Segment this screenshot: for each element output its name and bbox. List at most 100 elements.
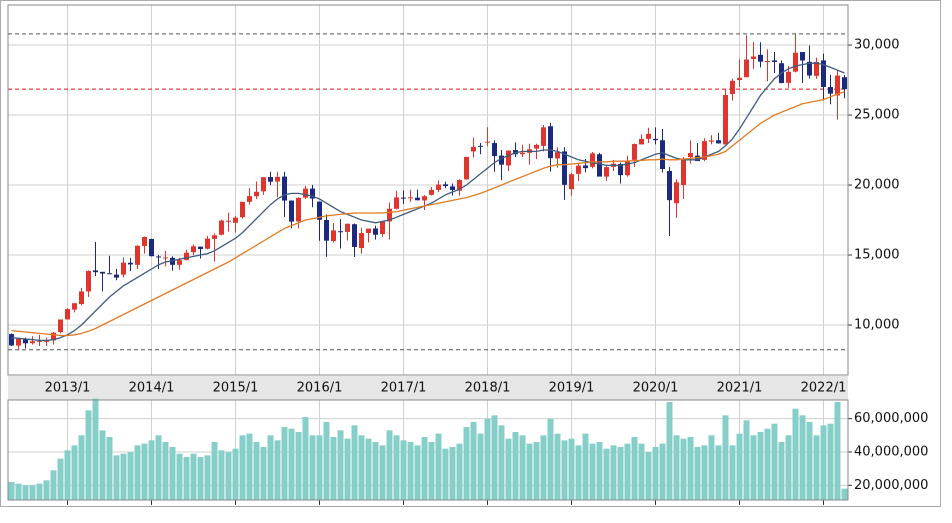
candle-body bbox=[520, 152, 525, 155]
volume-bar bbox=[652, 447, 659, 500]
candle-body bbox=[632, 144, 637, 160]
candle-body bbox=[436, 184, 441, 190]
plot-frame bbox=[7, 4, 849, 376]
candle-body bbox=[184, 252, 189, 260]
candle-body bbox=[604, 167, 609, 177]
volume-bar bbox=[204, 455, 211, 500]
volume-bar bbox=[750, 435, 757, 500]
volume-bar bbox=[71, 445, 78, 500]
candle-body bbox=[135, 245, 140, 265]
candle-body bbox=[58, 319, 63, 333]
candle-body bbox=[310, 188, 315, 199]
volume-bar bbox=[141, 443, 148, 500]
volume-bar bbox=[358, 435, 365, 500]
volume-bar bbox=[533, 442, 540, 500]
volume-bar bbox=[330, 437, 337, 500]
candle-body bbox=[212, 235, 217, 239]
candle-body bbox=[765, 60, 770, 62]
volume-bar bbox=[638, 443, 645, 500]
candle-body bbox=[541, 127, 546, 146]
volume-bar bbox=[589, 443, 596, 500]
candle-body bbox=[205, 238, 210, 249]
candle-body bbox=[702, 141, 707, 160]
volume-bar bbox=[197, 457, 204, 500]
candle-body bbox=[226, 220, 231, 222]
y-tick-label: 20,000 bbox=[854, 178, 900, 193]
x-tick-label: 2015/1 bbox=[213, 381, 259, 396]
candle-body bbox=[254, 191, 259, 197]
y-tick-label: 40,000,000 bbox=[854, 445, 928, 460]
candle-body bbox=[275, 176, 280, 182]
volume-bar bbox=[344, 438, 351, 500]
volume-bar bbox=[428, 442, 435, 500]
volume-bar bbox=[43, 480, 50, 500]
x-tick-label: 2017/1 bbox=[381, 381, 427, 396]
candle-body bbox=[583, 165, 588, 169]
volume-bar bbox=[827, 423, 834, 500]
volume-bar bbox=[78, 435, 85, 500]
candle-body bbox=[492, 143, 497, 157]
volume-bar bbox=[666, 402, 673, 500]
volume-bar bbox=[379, 445, 386, 500]
volume-bar bbox=[778, 442, 785, 500]
candle-body bbox=[478, 145, 483, 147]
volume-bar bbox=[680, 438, 687, 500]
candle-body bbox=[513, 150, 518, 155]
volume-bar bbox=[85, 410, 92, 500]
volume-bar bbox=[281, 427, 288, 500]
candle-body bbox=[576, 165, 581, 174]
volume-bar bbox=[442, 448, 449, 500]
candle-body bbox=[338, 231, 343, 233]
candle-body bbox=[317, 201, 322, 220]
volume-bar bbox=[645, 452, 652, 500]
volume-bar bbox=[92, 398, 99, 500]
candle-body bbox=[198, 246, 203, 250]
plot-frame bbox=[7, 399, 849, 501]
candle-body bbox=[142, 236, 147, 246]
volume-bar bbox=[29, 485, 36, 500]
volume-bar bbox=[799, 415, 806, 500]
volume-bar bbox=[743, 420, 750, 500]
candle-body bbox=[16, 338, 21, 346]
candle-body bbox=[821, 60, 826, 88]
candle-body bbox=[79, 291, 84, 305]
volume-bar bbox=[617, 447, 624, 500]
volume-bar bbox=[113, 455, 120, 500]
candle-body bbox=[282, 176, 287, 201]
candle-body bbox=[681, 158, 686, 186]
candle-body bbox=[191, 246, 196, 253]
candle-body bbox=[380, 221, 385, 235]
y-tick-label: 15,000 bbox=[854, 248, 900, 263]
volume-bar bbox=[183, 457, 190, 500]
candle-body bbox=[639, 138, 644, 145]
volume-bar bbox=[211, 442, 218, 500]
candle-body bbox=[506, 150, 511, 166]
candle-body bbox=[51, 332, 56, 341]
volume-bar bbox=[365, 438, 372, 500]
candle-body bbox=[723, 94, 728, 145]
volume-bar bbox=[701, 445, 708, 500]
volume-bar bbox=[316, 435, 323, 500]
y-tick-label: 25,000 bbox=[854, 108, 900, 123]
volume-bar bbox=[421, 437, 428, 500]
volume-bar bbox=[176, 453, 183, 500]
candle-body bbox=[156, 256, 161, 258]
candle-body bbox=[555, 152, 560, 159]
volume-bar bbox=[407, 442, 414, 500]
candle-body bbox=[345, 223, 350, 232]
volume-bar bbox=[120, 453, 127, 500]
x-tick-label: 2018/1 bbox=[465, 381, 511, 396]
volume-bar bbox=[148, 440, 155, 500]
candle-body bbox=[828, 87, 833, 94]
volume-bar bbox=[519, 435, 526, 500]
candle-body bbox=[464, 156, 469, 180]
volume-bar bbox=[477, 433, 484, 500]
volume-bar bbox=[526, 443, 533, 500]
candle-body bbox=[758, 54, 763, 62]
candle-body bbox=[709, 140, 714, 142]
volume-bar bbox=[99, 430, 106, 500]
volume-bar bbox=[449, 447, 456, 500]
candle-body bbox=[37, 340, 42, 342]
candle-body bbox=[303, 188, 308, 198]
